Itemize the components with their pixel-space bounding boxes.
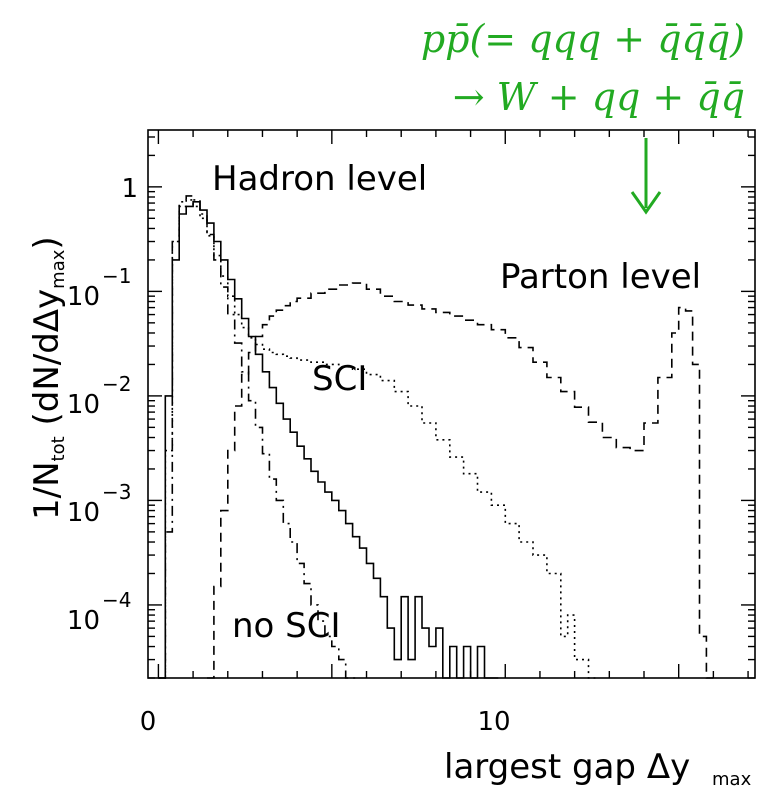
series-line-dotted <box>158 199 596 679</box>
svg-text:−2: −2 <box>102 372 131 396</box>
svg-text:max: max <box>712 769 752 790</box>
x-tick-label-0: 0 <box>140 707 157 737</box>
svg-text:largest gap Δy: largest gap Δy <box>444 747 690 787</box>
parton-level-label: Parton level <box>500 257 701 297</box>
svg-text:−4: −4 <box>102 588 131 612</box>
plot-frame <box>147 129 756 679</box>
hadron-level-label: Hadron level <box>212 159 427 199</box>
svg-text:−1: −1 <box>102 264 131 288</box>
sci-label: SCI <box>312 359 367 399</box>
series-line-dashdot <box>158 195 360 679</box>
x-axis-title: largest gap Δy max <box>444 747 752 790</box>
svg-text:10: 10 <box>67 498 100 528</box>
y-axis-title: 1/Ntot (dN/dΔymax) <box>27 236 69 520</box>
series-line-solid <box>158 201 499 679</box>
y-tick-label-1e-3: 10 −3 <box>67 480 132 528</box>
svg-text:10: 10 <box>67 390 100 420</box>
process-label-line2: → W + qq + q̄q̄ <box>453 75 745 119</box>
y-tick-label-1e-2: 10 −2 <box>67 372 132 420</box>
process-label-line1: pp̄(= qqq + q̄q̄q̄) <box>421 17 745 61</box>
process-arrow <box>630 138 662 215</box>
series-line-dashed <box>207 282 714 679</box>
svg-text:1/Ntot (dN/dΔymax): 1/Ntot (dN/dΔymax) <box>27 236 69 520</box>
series-layer <box>158 195 714 679</box>
y-tick-label-1e-4: 10 −4 <box>67 588 132 636</box>
y-tick-label-1: 1 <box>121 174 138 204</box>
svg-text:10: 10 <box>67 282 100 312</box>
y-tick-label-1e-1: 10 −1 <box>67 264 132 312</box>
axis-ticks <box>148 130 755 679</box>
svg-text:−3: −3 <box>102 480 131 504</box>
svg-text:10: 10 <box>67 606 100 636</box>
no-sci-label: no SCI <box>232 606 341 646</box>
x-tick-label-10: 10 <box>477 707 510 737</box>
